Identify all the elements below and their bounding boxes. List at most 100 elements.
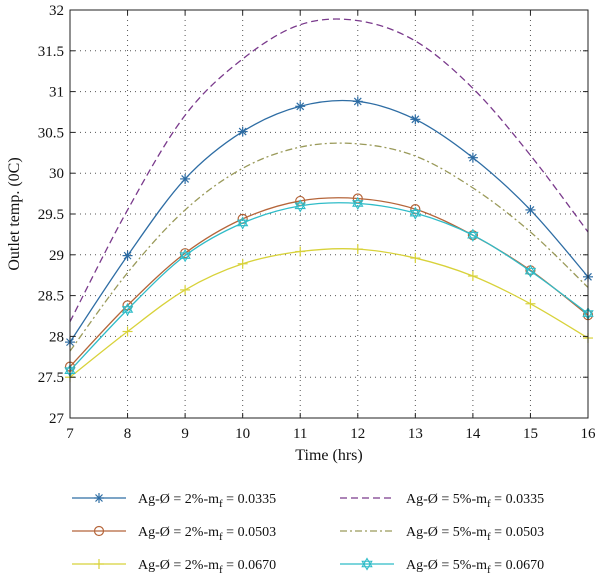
data-point <box>410 114 421 125</box>
y-tick-label: 32 <box>49 3 64 19</box>
data-point <box>237 258 248 269</box>
data-point <box>179 249 191 263</box>
marker-stroke <box>524 264 537 275</box>
legend-marker <box>94 493 104 503</box>
y-tick-label: 30.5 <box>38 125 64 141</box>
data-point <box>180 284 191 295</box>
data-point <box>525 298 536 309</box>
marker-stroke <box>236 219 249 230</box>
series-5 <box>65 244 593 383</box>
data-point <box>180 173 191 184</box>
series-line <box>69 18 589 323</box>
x-tick-label: 14 <box>465 426 481 442</box>
legend-item: Ag-Ø = 2%-mf = 0.0335 <box>72 492 276 510</box>
marker-stroke <box>524 267 537 278</box>
series-line <box>69 197 589 368</box>
legend: Ag-Ø = 2%-mf = 0.0335 Ag-Ø = 5%-mf = 0.03… <box>72 492 544 576</box>
x-tick-label: 11 <box>293 426 307 442</box>
legend-item: Ag-Ø = 2%-mf = 0.0670 <box>72 558 276 576</box>
series-line <box>69 202 589 372</box>
data-point <box>122 326 133 337</box>
series-2 <box>69 18 589 323</box>
data-point <box>524 264 537 278</box>
legend-label: Ag-Ø = 5%-mf = 0.0670 <box>406 558 544 576</box>
marker-stroke <box>352 200 364 210</box>
legend-item: Ag-Ø = 5%-mf = 0.0335 <box>340 492 544 510</box>
legend-marker <box>361 557 373 571</box>
data-point <box>467 228 479 242</box>
series-4 <box>69 142 589 352</box>
y-tick-label: 27 <box>49 411 65 427</box>
x-axis-title: Time (hrs) <box>295 447 362 464</box>
marker-stroke <box>361 557 373 568</box>
y-tick-label: 28 <box>49 329 64 345</box>
data-point <box>294 199 306 213</box>
x-tick-label: 13 <box>408 426 423 442</box>
marker-stroke <box>361 560 373 571</box>
y-tick-label: 31.5 <box>38 44 64 60</box>
y-tick-label: 28.5 <box>38 289 64 305</box>
data-point <box>121 302 134 317</box>
axis-ticks: 7 8 9 10 11 12 13 14 15 16 27 27.5 28 28.5 29 29.5 30 30.… <box>38 3 596 442</box>
y-tick-label: 29 <box>49 248 64 264</box>
marker-stroke <box>296 102 305 111</box>
marker-stroke <box>411 115 420 124</box>
series-lines <box>64 18 594 383</box>
x-tick-label: 10 <box>235 426 250 442</box>
x-tick-label: 9 <box>181 426 189 442</box>
marker-stroke <box>467 231 479 242</box>
x-tick-label: 7 <box>66 426 74 442</box>
x-tick-label: 12 <box>350 426 365 442</box>
series-line <box>69 99 589 343</box>
marker-stroke <box>526 205 535 214</box>
marker-stroke <box>467 228 479 239</box>
legend-marker <box>94 559 104 569</box>
series-3 <box>64 193 594 372</box>
marker-stroke <box>179 252 191 263</box>
data-point <box>467 271 478 282</box>
legend-item: Ag-Ø = 5%-mf = 0.0670 <box>340 557 544 576</box>
data-point <box>295 101 306 112</box>
data-point <box>467 152 478 163</box>
marker-stroke <box>95 494 103 502</box>
legend-item: Ag-Ø = 2%-mf = 0.0503 <box>72 525 276 543</box>
marker-stroke <box>294 199 306 210</box>
legend-label: Ag-Ø = 2%-mf = 0.0335 <box>138 492 276 510</box>
marker-stroke <box>238 127 247 136</box>
y-axis-title: Outlet temp. (0C) <box>6 157 23 270</box>
series-6 <box>64 196 594 378</box>
marker-stroke <box>294 202 306 213</box>
y-tick-label: 30 <box>49 166 64 182</box>
data-point <box>237 126 248 137</box>
series-line <box>69 142 589 352</box>
y-tick-label: 31 <box>49 85 64 101</box>
legend-marker <box>93 525 105 537</box>
legend-item: Ag-Ø = 5%-mf = 0.0503 <box>340 525 544 543</box>
data-point <box>410 253 421 264</box>
data-point <box>122 250 133 261</box>
y-tick-label: 27.5 <box>38 370 64 386</box>
marker-stroke <box>121 306 134 317</box>
marker-stroke <box>236 216 249 227</box>
data-point <box>236 216 249 230</box>
legend-label: Ag-Ø = 5%-mf = 0.0335 <box>406 492 544 510</box>
data-point <box>525 204 536 215</box>
marker-stroke <box>123 251 132 260</box>
marker-stroke <box>353 97 362 106</box>
marker-stroke <box>179 249 191 259</box>
data-point <box>352 96 363 107</box>
series-line <box>69 248 589 378</box>
x-tick-label: 8 <box>124 426 132 442</box>
x-tick-label: 15 <box>523 426 538 442</box>
legend-label: Ag-Ø = 2%-mf = 0.0503 <box>138 525 276 543</box>
data-point <box>295 246 306 257</box>
y-tick-label: 29.5 <box>38 207 64 223</box>
legend-label: Ag-Ø = 2%-mf = 0.0670 <box>138 558 276 576</box>
data-point <box>409 206 422 220</box>
x-tick-label: 16 <box>581 426 597 442</box>
data-point <box>352 244 363 255</box>
marker-stroke <box>409 209 422 220</box>
marker-stroke <box>409 206 422 217</box>
